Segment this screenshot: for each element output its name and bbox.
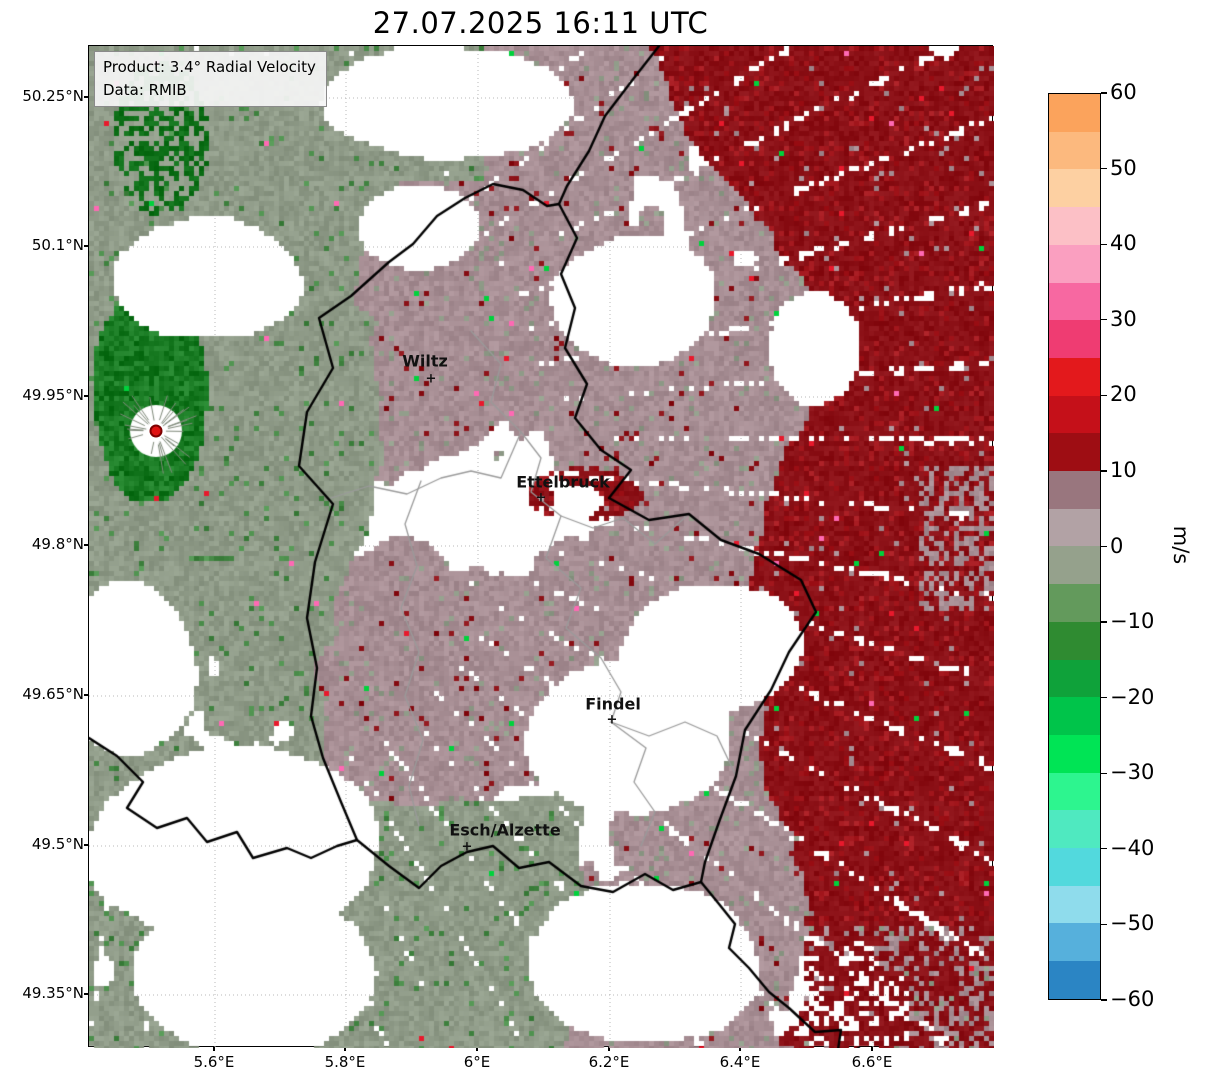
colorbar-segment: [1049, 848, 1100, 886]
colorbar-tick-mark: [1101, 848, 1107, 850]
lon-tick-mark: [739, 1047, 741, 1051]
lat-tick-mark: [84, 395, 88, 397]
colorbar-tick-mark: [1101, 470, 1107, 472]
data-source-line: Data: RMIB: [103, 80, 187, 99]
colorbar-tick-label: 0: [1110, 533, 1124, 558]
city-label: Wiltz: [402, 351, 448, 371]
lat-tick-mark: [84, 544, 88, 546]
colorbar-tick-label: −50: [1110, 911, 1155, 936]
colorbar-tick-label: 30: [1110, 306, 1137, 331]
lat-tick-label: 50.25°N: [22, 87, 84, 105]
lat-tick-mark: [84, 993, 88, 995]
colorbar-tick-label: −30: [1110, 760, 1155, 785]
map-panel: Product: 3.4° Radial Velocity Data: RMIB…: [88, 45, 994, 1048]
colorbar-tick-mark: [1101, 999, 1107, 1001]
lon-tick-mark: [476, 1047, 478, 1051]
lon-tick-mark: [871, 1047, 873, 1051]
colorbar-segment: [1049, 508, 1100, 547]
colorbar-tick-mark: [1101, 167, 1107, 170]
lon-tick-label: 6.4°E: [719, 1053, 761, 1071]
lat-tick-mark: [84, 245, 88, 247]
colorbar-tick-mark: [1101, 319, 1107, 321]
lat-tick-label: 49.65°N: [22, 685, 84, 703]
lon-tick-mark: [213, 1047, 215, 1051]
radar-site-marker: [149, 424, 163, 438]
colorbar-tick-label: −60: [1110, 987, 1155, 1011]
colorbar-segment: [1049, 961, 1100, 999]
velocity-colorbar: [1048, 93, 1101, 1000]
product-info-box: Product: 3.4° Radial Velocity Data: RMIB: [94, 51, 327, 107]
colorbar-tick-mark: [1101, 697, 1107, 699]
colorbar-tick-mark: [1101, 545, 1107, 548]
lon-tick-label: 6.2°E: [588, 1053, 630, 1071]
colorbar-tick-mark: [1101, 243, 1107, 245]
lat-tick-label: 50.1°N: [31, 236, 84, 254]
colorbar-tick-mark: [1101, 92, 1107, 94]
lon-tick-label: 5.6°E: [193, 1053, 235, 1071]
colorbar-segment: [1049, 697, 1100, 735]
radar-field-canvas: [89, 46, 994, 1048]
colorbar-tick-label: 40: [1110, 231, 1137, 256]
colorbar-segment: [1049, 659, 1100, 698]
figure-title: 27.07.2025 16:11 UTC: [372, 6, 709, 40]
lat-tick-label: 49.5°N: [31, 835, 84, 853]
colorbar-tick-label: −40: [1110, 835, 1155, 860]
colorbar-tick-label: 20: [1110, 382, 1137, 407]
colorbar-tick-mark: [1101, 621, 1107, 623]
colorbar-segment: [1049, 357, 1100, 396]
colorbar-segment: [1049, 584, 1100, 622]
city-marker: +: [535, 490, 547, 506]
colorbar-segment: [1049, 282, 1100, 321]
colorbar-segment: [1049, 433, 1100, 472]
city-marker: +: [606, 712, 618, 728]
lon-tick-label: 6°E: [463, 1053, 491, 1071]
city-marker: +: [461, 839, 473, 855]
colorbar-segment: [1049, 810, 1100, 849]
colorbar-tick-label: −10: [1110, 609, 1155, 634]
colorbar-segment: [1049, 244, 1100, 283]
colorbar-segment: [1049, 471, 1100, 509]
product-info-line: Product: 3.4° Radial Velocity: [103, 58, 316, 76]
city-marker: +: [425, 371, 437, 387]
colorbar-unit-label: m/s: [1169, 525, 1193, 565]
colorbar-tick-mark: [1101, 772, 1107, 774]
colorbar-tick-label: 50: [1110, 155, 1137, 180]
colorbar-segment: [1049, 923, 1100, 962]
colorbar-segment: [1049, 131, 1100, 170]
lon-tick-label: 6.6°E: [851, 1053, 893, 1071]
lat-tick-mark: [84, 96, 88, 98]
colorbar-tick-label: 60: [1110, 80, 1137, 104]
colorbar-segment: [1049, 734, 1100, 773]
colorbar-segment: [1049, 546, 1100, 585]
colorbar-segment: [1049, 169, 1100, 208]
colorbar-segment: [1049, 395, 1100, 434]
lat-tick-mark: [84, 844, 88, 846]
lat-tick-label: 49.95°N: [22, 386, 84, 404]
colorbar-segment: [1049, 621, 1100, 660]
colorbar-tick-label: −20: [1110, 684, 1155, 709]
colorbar-segment: [1049, 94, 1100, 132]
lat-tick-label: 49.35°N: [22, 984, 84, 1002]
colorbar-tick-mark: [1101, 923, 1107, 925]
colorbar-segment: [1049, 207, 1100, 245]
colorbar-segment: [1049, 772, 1100, 811]
colorbar-segment: [1049, 320, 1100, 358]
colorbar-segment: [1049, 885, 1100, 924]
lat-tick-mark: [84, 694, 88, 696]
lon-tick-mark: [608, 1047, 610, 1051]
lat-tick-label: 49.8°N: [31, 535, 84, 553]
colorbar-tick-mark: [1101, 394, 1107, 396]
city-label: Esch/Alzette: [449, 820, 561, 840]
lon-tick-mark: [344, 1047, 346, 1051]
city-label: Ettelbruck: [516, 472, 610, 492]
colorbar-tick-label: 10: [1110, 457, 1137, 482]
lon-tick-label: 5.8°E: [324, 1053, 366, 1071]
city-label: Findel: [585, 694, 641, 714]
